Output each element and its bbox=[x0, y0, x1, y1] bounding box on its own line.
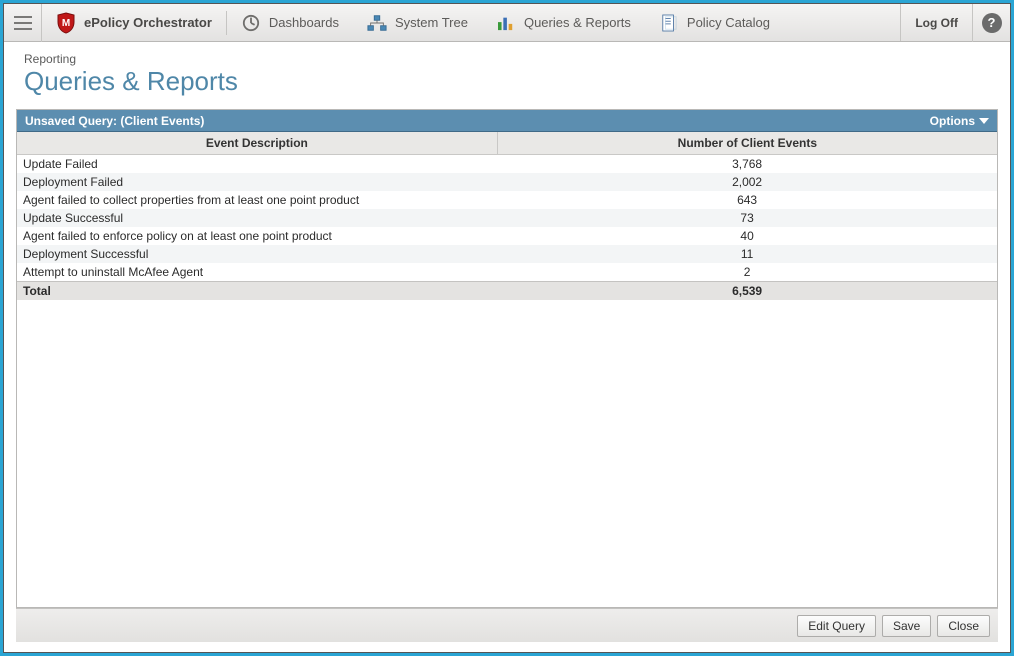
cell-count: 11 bbox=[497, 245, 997, 263]
menu-button[interactable] bbox=[4, 4, 42, 42]
dashboard-icon bbox=[241, 13, 261, 33]
cell-count: 643 bbox=[497, 191, 997, 209]
table-row[interactable]: Agent failed to enforce policy on at lea… bbox=[17, 227, 997, 245]
table-row[interactable]: Agent failed to collect properties from … bbox=[17, 191, 997, 209]
app-frame: M ePolicy Orchestrator Dashboards bbox=[3, 3, 1011, 653]
col-client-events[interactable]: Number of Client Events bbox=[497, 132, 997, 155]
query-panel: Unsaved Query: (Client Events) Options E… bbox=[16, 109, 998, 608]
options-button[interactable]: Options bbox=[930, 114, 989, 128]
col-event-description[interactable]: Event Description bbox=[17, 132, 497, 155]
panel-header: Unsaved Query: (Client Events) Options bbox=[17, 110, 997, 132]
nav-queries-reports[interactable]: Queries & Reports bbox=[482, 4, 645, 41]
nav-label: Policy Catalog bbox=[687, 15, 770, 30]
panel-title: Unsaved Query: (Client Events) bbox=[25, 114, 204, 128]
page-title: Queries & Reports bbox=[4, 66, 1010, 109]
cell-count: 40 bbox=[497, 227, 997, 245]
close-button[interactable]: Close bbox=[937, 615, 990, 637]
cell-description: Deployment Failed bbox=[17, 173, 497, 191]
total-label: Total bbox=[17, 282, 497, 301]
nav-dashboards[interactable]: Dashboards bbox=[227, 4, 353, 41]
svg-text:M: M bbox=[62, 18, 70, 29]
topbar: M ePolicy Orchestrator Dashboards bbox=[4, 4, 1010, 42]
cell-description: Agent failed to enforce policy on at lea… bbox=[17, 227, 497, 245]
cell-count: 2 bbox=[497, 263, 997, 282]
brand-item[interactable]: M ePolicy Orchestrator bbox=[42, 4, 226, 41]
total-value: 6,539 bbox=[497, 282, 997, 301]
help-button[interactable]: ? bbox=[972, 4, 1010, 42]
nav-label: Dashboards bbox=[269, 15, 339, 30]
help-icon: ? bbox=[982, 13, 1002, 33]
breadcrumb: Reporting bbox=[4, 42, 1010, 66]
cell-count: 2,002 bbox=[497, 173, 997, 191]
cell-description: Deployment Successful bbox=[17, 245, 497, 263]
nav-items: M ePolicy Orchestrator Dashboards bbox=[42, 4, 900, 41]
total-row: Total6,539 bbox=[17, 282, 997, 301]
brand-label: ePolicy Orchestrator bbox=[84, 15, 212, 30]
content-area: Reporting Queries & Reports Unsaved Quer… bbox=[4, 42, 1010, 652]
nav-label: Queries & Reports bbox=[524, 15, 631, 30]
footer-bar: Edit Query Save Close bbox=[16, 608, 998, 642]
logoff-button[interactable]: Log Off bbox=[900, 4, 972, 41]
results-table: Event Description Number of Client Event… bbox=[17, 132, 997, 300]
table-row[interactable]: Update Successful73 bbox=[17, 209, 997, 227]
cell-description: Update Successful bbox=[17, 209, 497, 227]
options-label: Options bbox=[930, 114, 975, 128]
table-row[interactable]: Deployment Successful11 bbox=[17, 245, 997, 263]
nav-system-tree[interactable]: System Tree bbox=[353, 4, 482, 41]
logoff-label: Log Off bbox=[915, 16, 958, 30]
system-tree-icon bbox=[367, 13, 387, 33]
queries-icon bbox=[496, 13, 516, 33]
save-button[interactable]: Save bbox=[882, 615, 931, 637]
table-row[interactable]: Deployment Failed2,002 bbox=[17, 173, 997, 191]
mcafee-shield-icon: M bbox=[56, 13, 76, 33]
hamburger-icon bbox=[14, 16, 32, 30]
edit-query-button[interactable]: Edit Query bbox=[797, 615, 876, 637]
cell-description: Attempt to uninstall McAfee Agent bbox=[17, 263, 497, 282]
dropdown-icon bbox=[979, 118, 989, 124]
nav-policy-catalog[interactable]: Policy Catalog bbox=[645, 4, 784, 41]
table-row[interactable]: Attempt to uninstall McAfee Agent2 bbox=[17, 263, 997, 282]
policy-catalog-icon bbox=[659, 13, 679, 33]
cell-count: 3,768 bbox=[497, 155, 997, 174]
cell-description: Agent failed to collect properties from … bbox=[17, 191, 497, 209]
nav-label: System Tree bbox=[395, 15, 468, 30]
table-row[interactable]: Update Failed3,768 bbox=[17, 155, 997, 174]
cell-description: Update Failed bbox=[17, 155, 497, 174]
cell-count: 73 bbox=[497, 209, 997, 227]
